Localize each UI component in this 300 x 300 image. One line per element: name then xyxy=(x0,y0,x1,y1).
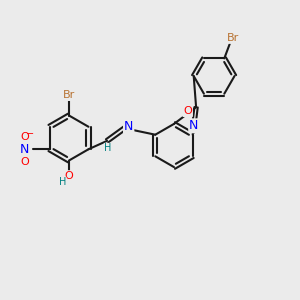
Text: O: O xyxy=(20,132,29,142)
Text: H: H xyxy=(104,143,112,153)
Text: N: N xyxy=(189,119,199,132)
Text: N: N xyxy=(124,120,134,133)
Text: −: − xyxy=(26,129,34,139)
Text: O: O xyxy=(183,106,192,116)
Text: Br: Br xyxy=(63,90,75,100)
Text: H: H xyxy=(59,177,66,187)
Text: O: O xyxy=(64,171,74,181)
Text: Br: Br xyxy=(226,33,239,43)
Text: N: N xyxy=(20,143,30,156)
Text: O: O xyxy=(20,157,29,167)
